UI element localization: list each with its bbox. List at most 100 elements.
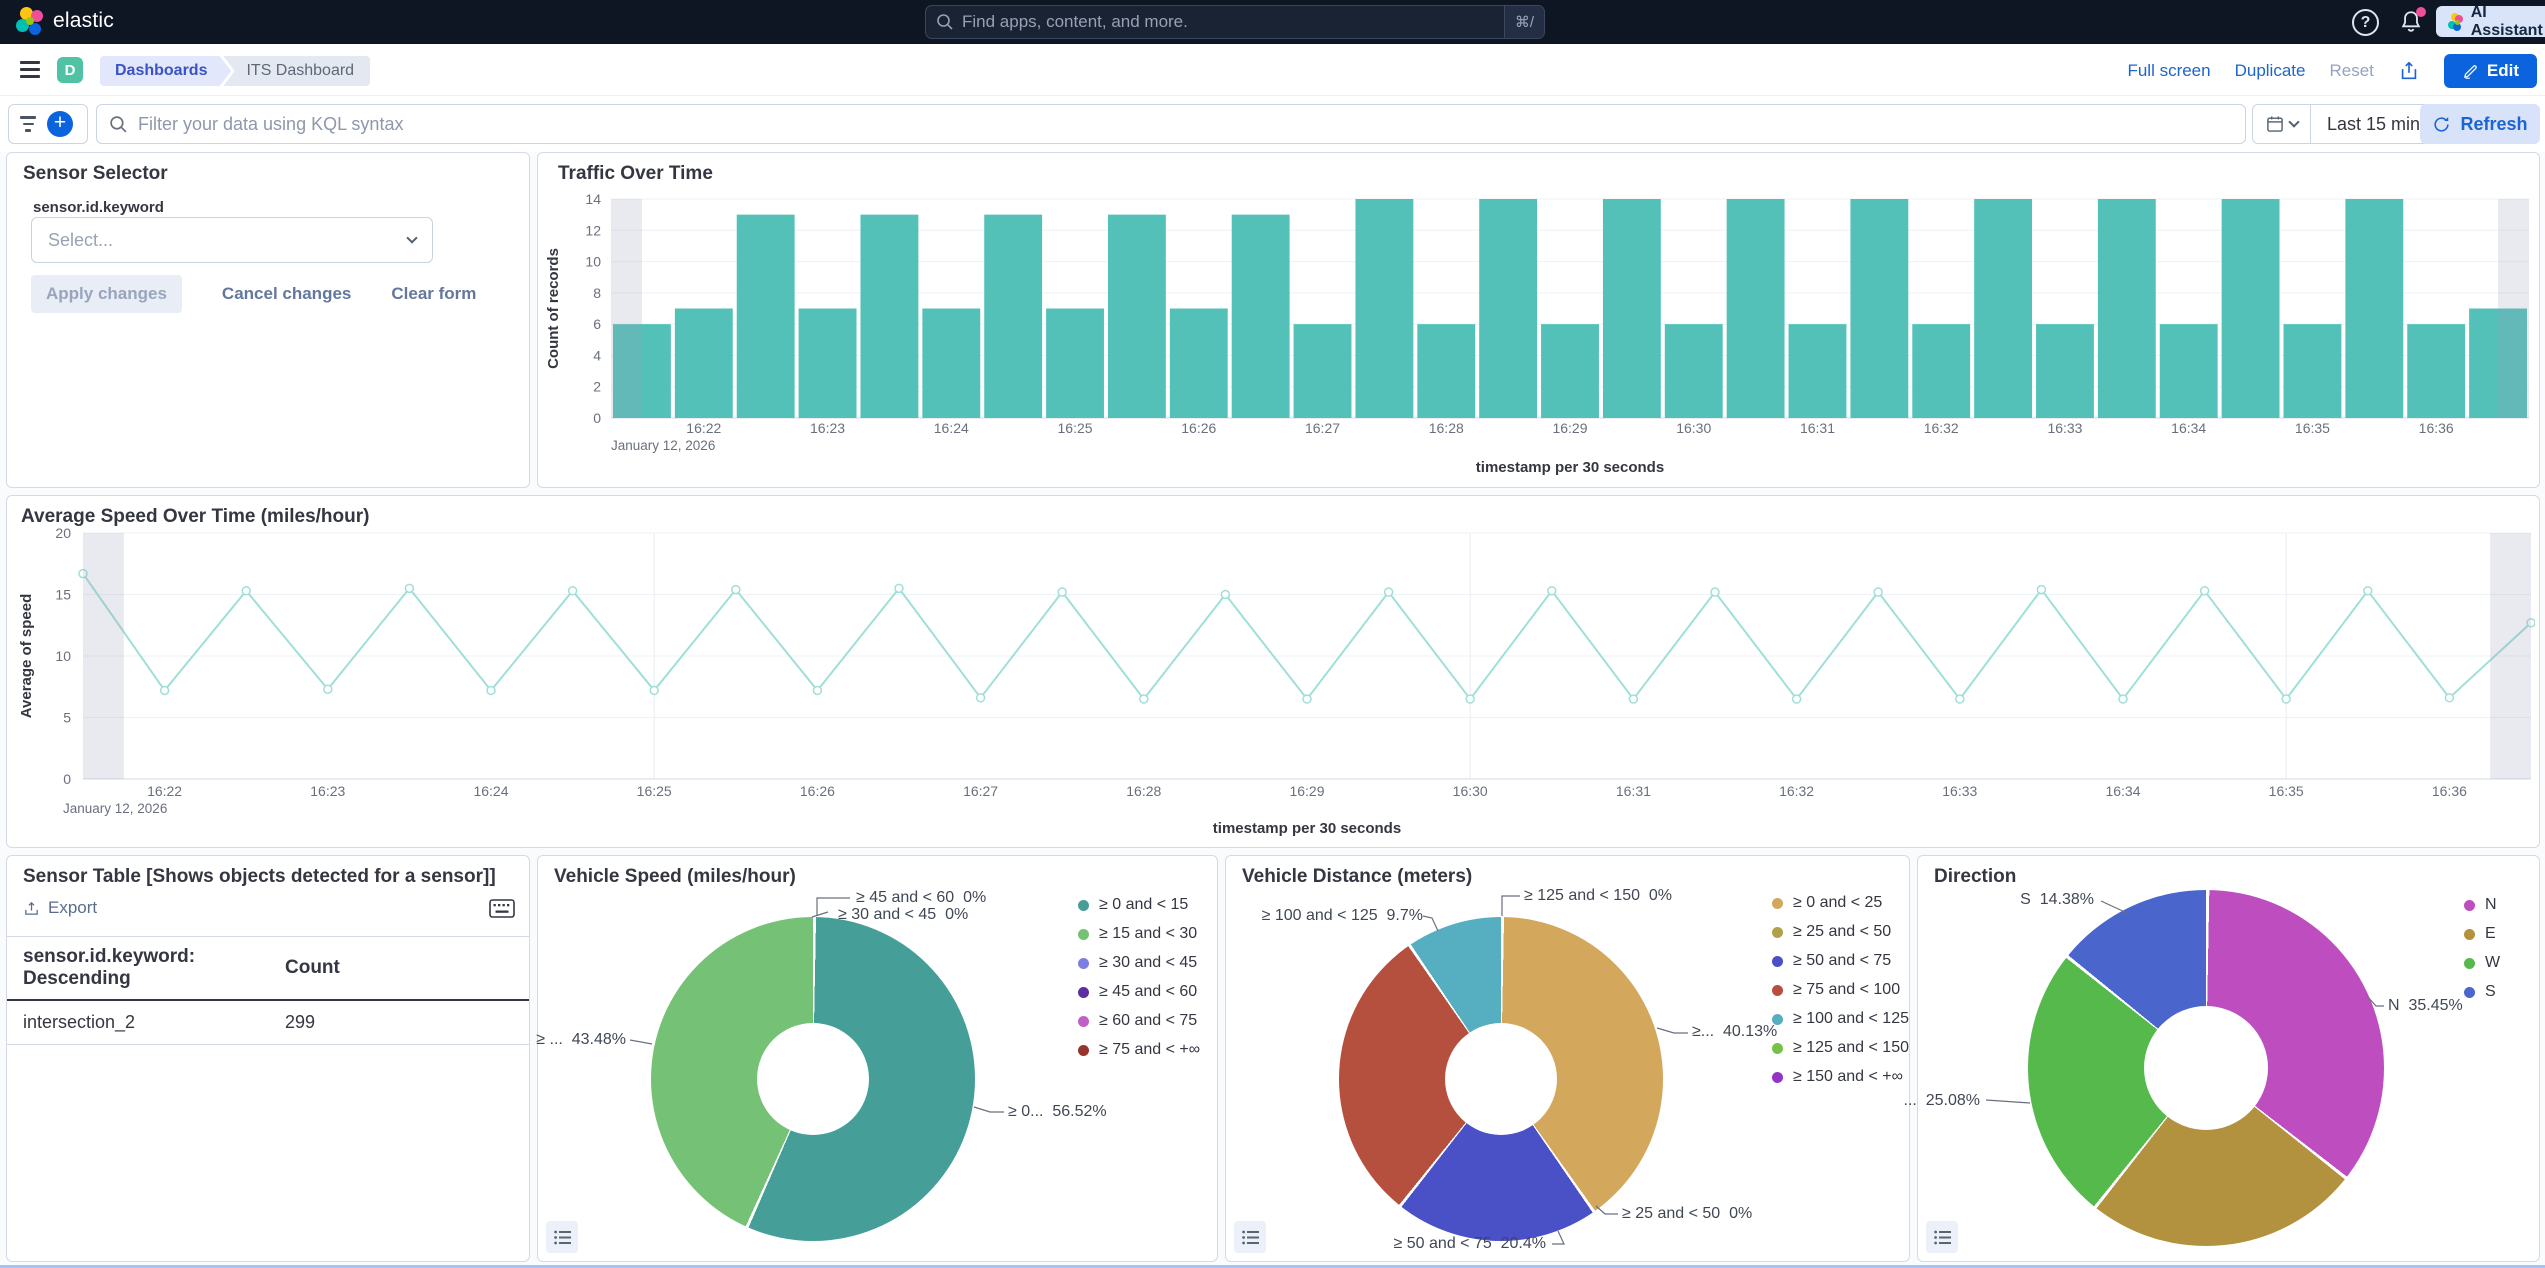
speed-line[interactable] [83,574,2531,699]
menu-icon[interactable] [20,61,40,78]
bar[interactable] [2160,324,2218,418]
legend-item[interactable]: ≥ 45 and < 60 [1078,983,1200,1001]
vehicle-distance-donut[interactable] [1339,917,1663,1241]
global-search-input[interactable] [954,12,1504,32]
traffic-bar-chart[interactable]: 0246810121416:2216:2316:2416:2516:2616:2… [544,187,2532,487]
legend-item[interactable]: W [2464,954,2500,972]
legend-item[interactable]: E [2464,925,2500,943]
elastic-brand[interactable]: elastic [16,7,114,35]
refresh-button[interactable]: Refresh [2420,104,2540,144]
add-filter-button[interactable]: + [47,111,73,137]
line-point[interactable] [977,694,985,702]
global-search[interactable]: ⌘/ [925,5,1545,39]
legend-item[interactable]: N [2464,896,2500,914]
line-point[interactable] [2364,587,2372,595]
bar[interactable] [1170,309,1228,419]
legend-item[interactable]: ≥ 0 and < 15 [1078,896,1200,914]
legend-item[interactable]: ≥ 125 and < 150 [1772,1039,1909,1057]
line-point[interactable] [324,685,332,693]
legend-item[interactable]: ≥ 50 and < 75 [1772,952,1909,970]
bar[interactable] [2345,199,2403,418]
bar[interactable] [1665,324,1723,418]
line-point[interactable] [1956,695,1964,703]
line-point[interactable] [895,584,903,592]
bar[interactable] [922,309,980,419]
bar[interactable] [1294,324,1352,418]
legend-item[interactable]: ≥ 15 and < 30 [1078,925,1200,943]
legend-item[interactable]: ≥ 75 and < +∞ [1078,1041,1200,1059]
legend-item[interactable]: S [2464,983,2500,1001]
bar[interactable] [2407,324,2465,418]
line-point[interactable] [2445,694,2453,702]
line-point[interactable] [650,686,658,694]
bar[interactable] [1541,324,1599,418]
cancel-changes-button[interactable]: Cancel changes [222,284,351,304]
clear-form-button[interactable]: Clear form [391,284,476,304]
line-point[interactable] [1385,588,1393,596]
line-point[interactable] [1466,695,1474,703]
line-point[interactable] [1058,588,1066,596]
bar[interactable] [2222,199,2280,418]
line-point[interactable] [1221,591,1229,599]
line-point[interactable] [405,584,413,592]
calendar-button[interactable] [2253,105,2311,143]
inspect-list-icon[interactable] [1234,1221,1266,1253]
line-point[interactable] [2201,587,2209,595]
line-point[interactable] [2037,586,2045,594]
bar[interactable] [1108,215,1166,418]
reset-link[interactable]: Reset [2329,61,2373,81]
breadcrumb-dashboards[interactable]: Dashboards [100,56,231,86]
bar[interactable] [1912,324,1970,418]
legend-item[interactable]: ≥ 150 and < +∞ [1772,1068,1909,1086]
bar[interactable] [1479,199,1537,418]
bar[interactable] [2036,324,2094,418]
legend-item[interactable]: ≥ 30 and < 45 [1078,954,1200,972]
line-point[interactable] [1548,587,1556,595]
line-point[interactable] [1711,588,1719,596]
space-avatar[interactable]: D [57,57,83,83]
line-point[interactable] [569,587,577,595]
bar[interactable] [675,309,733,419]
column-header-sensor-id[interactable]: sensor.id.keyword: Descending [7,937,269,1001]
line-point[interactable] [242,587,250,595]
apply-changes-button[interactable]: Apply changes [31,275,182,313]
line-point[interactable] [1793,695,1801,703]
keyboard-icon[interactable] [489,899,515,918]
line-point[interactable] [1303,695,1311,703]
line-point[interactable] [732,586,740,594]
legend-item[interactable]: ≥ 60 and < 75 [1078,1012,1200,1030]
line-point[interactable] [2282,695,2290,703]
bar[interactable] [1727,199,1785,418]
duplicate-link[interactable]: Duplicate [2235,61,2306,81]
bar[interactable] [1417,324,1475,418]
legend-item[interactable]: ≥ 100 and < 125 [1772,1010,1909,1028]
direction-donut[interactable] [2028,890,2384,1246]
column-header-count[interactable]: Count [269,937,529,1001]
inspect-list-icon[interactable] [546,1221,578,1253]
help-icon[interactable]: ? [2352,9,2379,36]
line-point[interactable] [813,686,821,694]
edit-button[interactable]: Edit [2444,54,2537,88]
table-row[interactable]: intersection_2299 [7,1000,529,1045]
line-point[interactable] [1140,695,1148,703]
line-point[interactable] [1874,588,1882,596]
bar[interactable] [860,215,918,418]
bar[interactable] [1974,199,2032,418]
line-point[interactable] [1629,695,1637,703]
vehicle-speed-donut[interactable] [651,917,975,1241]
line-point[interactable] [161,686,169,694]
inspect-list-icon[interactable] [1926,1221,1958,1253]
export-button[interactable]: Export [23,898,97,918]
kql-query-input[interactable] [128,114,2245,135]
line-point[interactable] [487,686,495,694]
bar[interactable] [737,215,795,418]
filter-icon[interactable] [9,116,47,131]
bar[interactable] [1789,324,1847,418]
sensor-select[interactable]: Select... [31,217,433,263]
notifications-icon[interactable] [2398,9,2425,36]
bar[interactable] [2098,199,2156,418]
legend-item[interactable]: ≥ 25 and < 50 [1772,923,1909,941]
bar[interactable] [1355,199,1413,418]
bar[interactable] [2284,324,2342,418]
legend-item[interactable]: ≥ 0 and < 25 [1772,894,1909,912]
